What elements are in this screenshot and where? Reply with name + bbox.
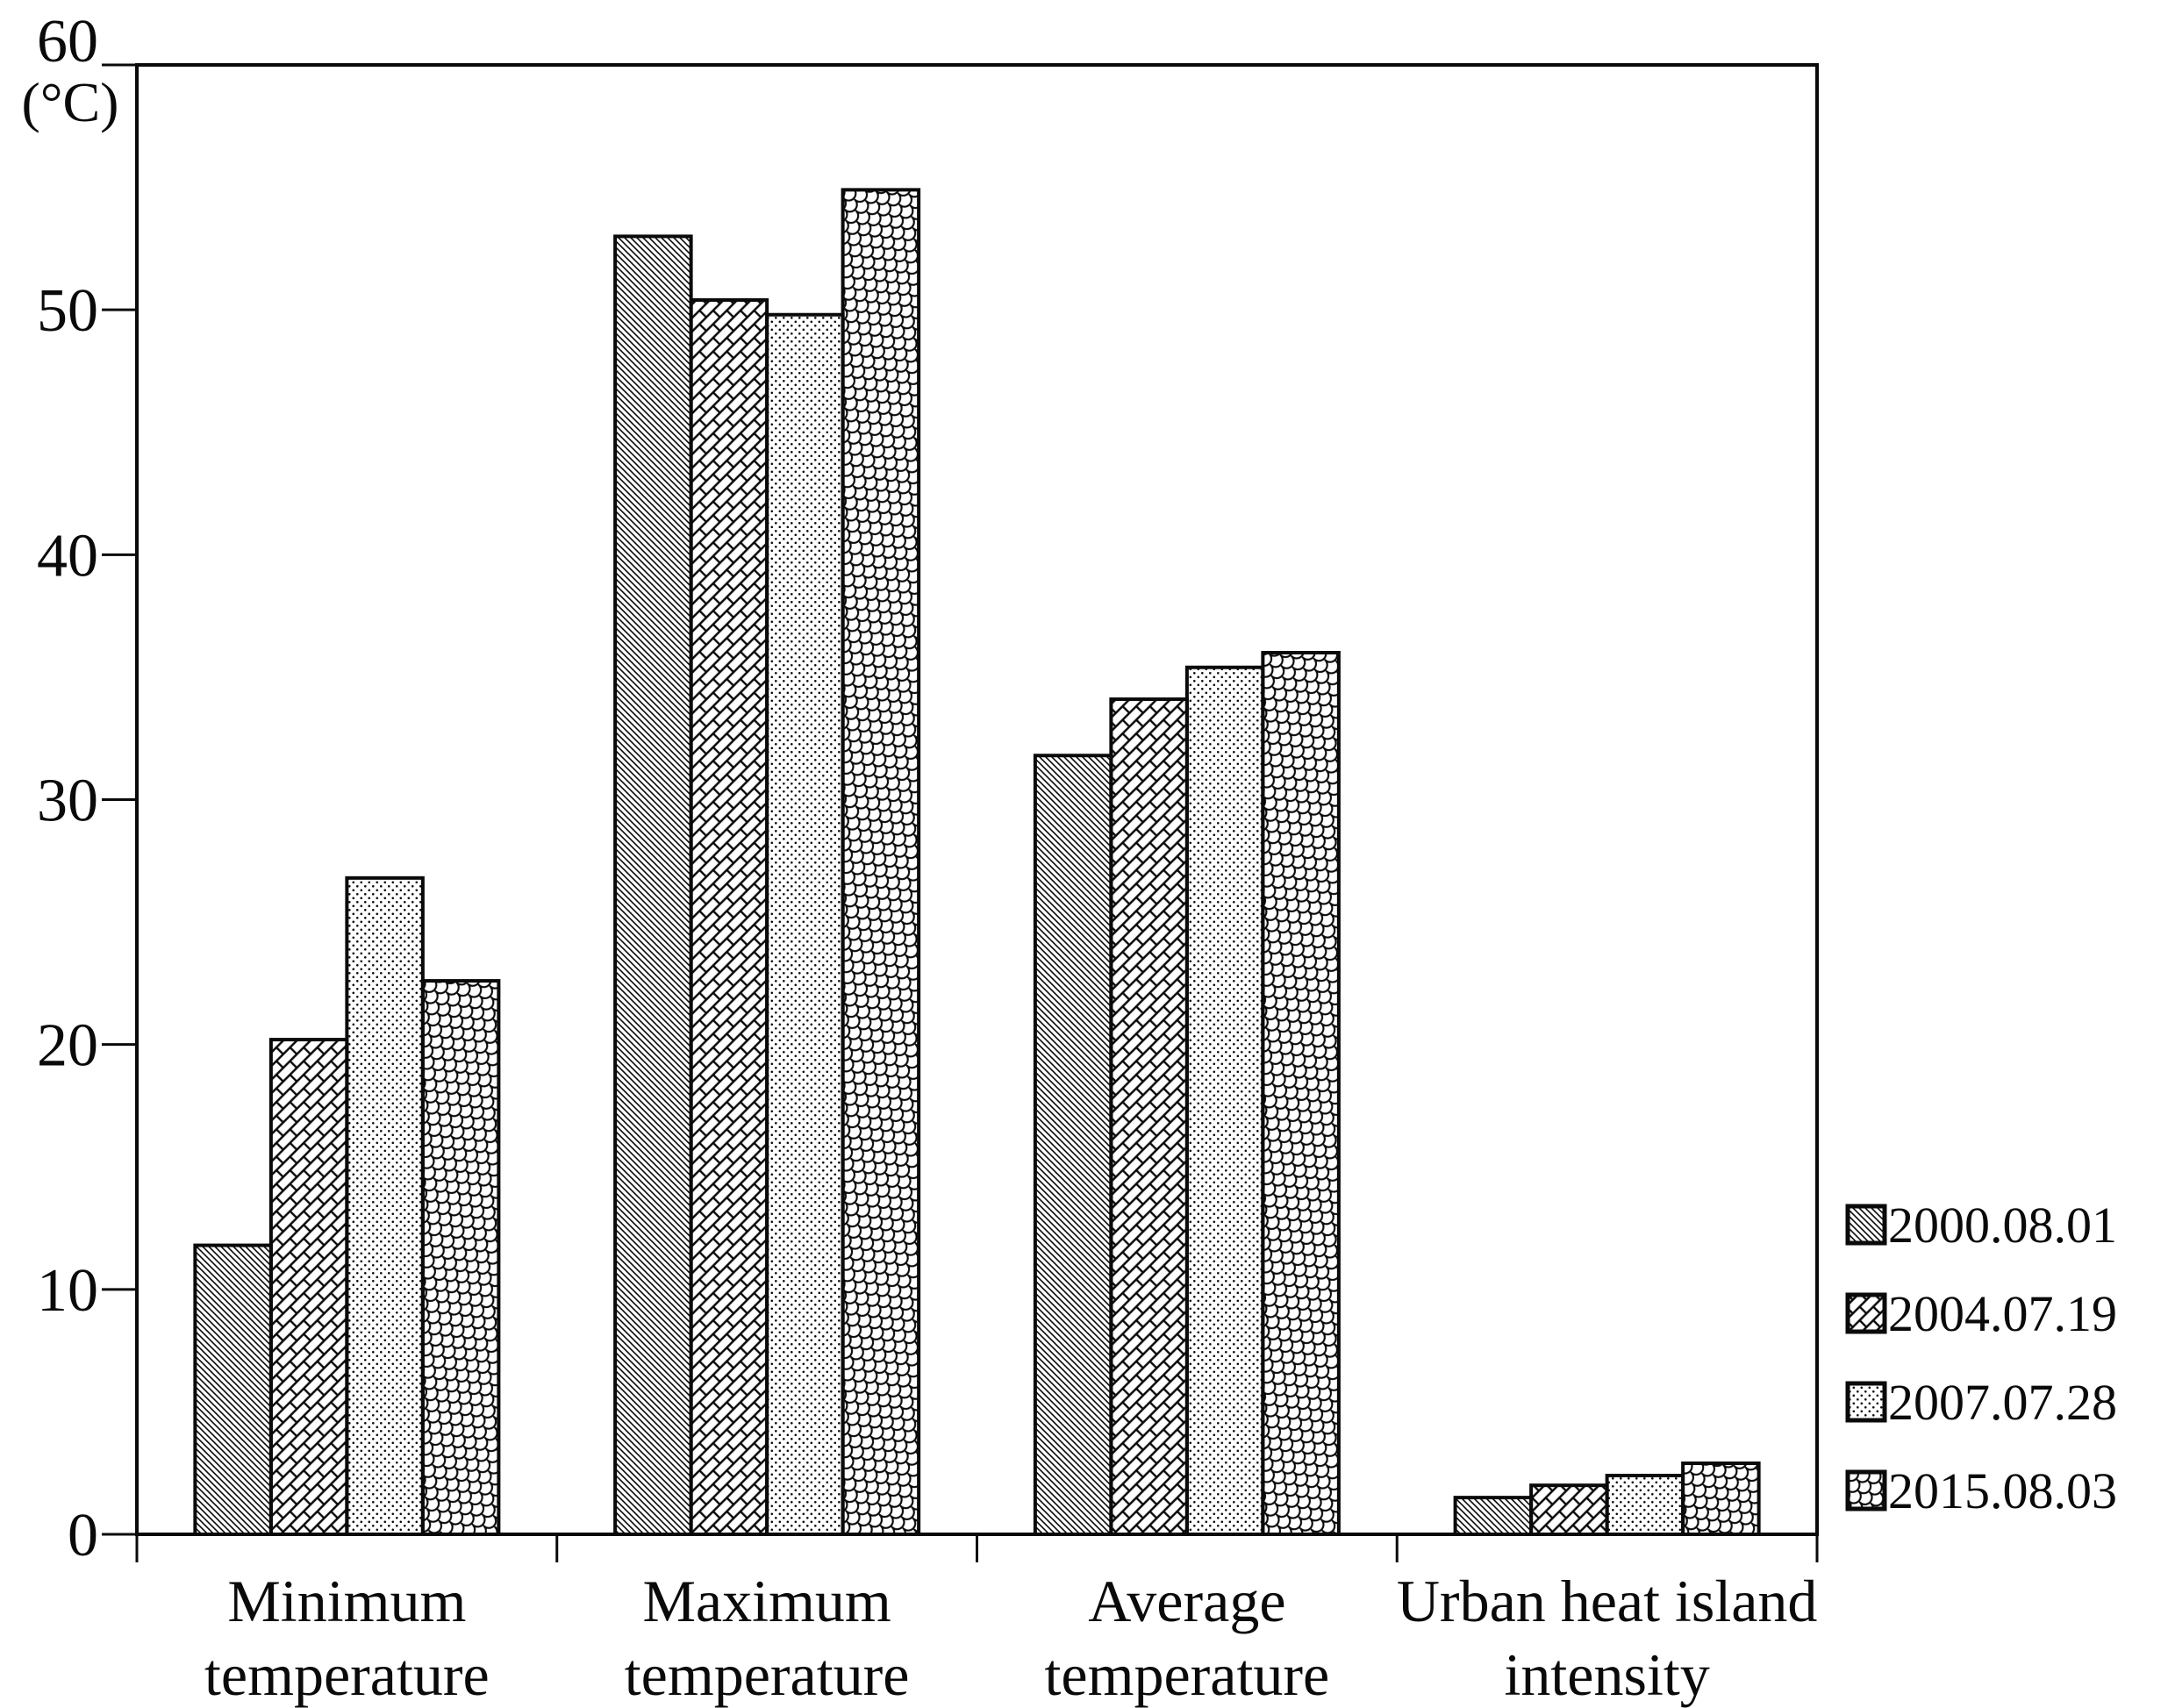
category-labels: Minimum temperature Maximum temperature Aver… [204,1568,1817,1708]
y-axis-tick-label: 50 [37,277,98,345]
y-axis-tick-label: 10 [37,1257,98,1325]
legend-item-2000.08.01: 2000.08.01 [1845,1197,2117,1254]
x-axis [135,1534,1819,1562]
y-axis-unit-label: (°C) [22,71,119,133]
legend-swatch-diagonal-brick [1845,1292,1887,1334]
bar-2004.07.19-minimum-temperature [268,1038,349,1537]
category-label-urban-heat-island-intensity: Urban heat island intensity [1397,1568,1818,1708]
category-label-average-temperature: Average temperature [1045,1568,1330,1708]
legend-item-2004.07.19: 2004.07.19 [1845,1285,2117,1342]
y-axis-tick-label: 40 [37,522,98,590]
bar-2007.07.28-minimum-temperature [345,875,425,1536]
bar-2015.08.03-maximum-temperature [841,188,921,1536]
bar-2004.07.19-average-temperature [1109,697,1189,1536]
bar-2000.08.01-urban-heat-island-intensity [1453,1496,1534,1536]
legend-item-2015.08.03: 2015.08.03 [1845,1462,2117,1519]
legend-swatch-diagonal-lines [1845,1204,1887,1246]
bar-2015.08.03-urban-heat-island-intensity [1681,1461,1761,1536]
category-label-maximum-temperature: Maximum temperature [625,1568,910,1708]
legend-label: 2007.07.28 [1888,1374,2117,1431]
y-axis: 0 10 20 30 40 50 60(°C) [22,8,137,1569]
legend-swatch-shingle [1845,1469,1887,1511]
bar-2000.08.01-minimum-temperature [193,1243,273,1537]
y-axis-tick-label: 20 [37,1012,98,1080]
bar-2004.07.19-urban-heat-island-intensity [1529,1483,1609,1536]
y-axis-tick-label: 60 [37,8,98,75]
bar-2004.07.19-maximum-temperature [689,298,769,1536]
bar-2007.07.28-maximum-temperature [765,312,845,1536]
bar-2015.08.03-average-temperature [1261,651,1341,1536]
bar-2000.08.01-average-temperature [1033,754,1113,1536]
bar-2000.08.01-maximum-temperature [613,234,693,1537]
bar-2007.07.28-average-temperature [1184,665,1265,1536]
legend-label: 2015.08.03 [1888,1462,2117,1519]
legend-label: 2000.08.01 [1888,1197,2117,1254]
bar-2015.08.03-minimum-temperature [420,979,501,1537]
y-axis-tick-label: 30 [37,768,98,835]
legend-swatch-dot-grid [1845,1381,1887,1423]
legend: 2000.08.01 2004.07.19 2007.07.28 2015.08.03 [1845,1197,2117,1519]
legend-label: 2004.07.19 [1888,1285,2117,1342]
bars-layer [193,188,1761,1537]
legend-item-2007.07.28: 2007.07.28 [1845,1374,2117,1431]
bar-2007.07.28-urban-heat-island-intensity [1605,1474,1685,1536]
category-label-minimum-temperature: Minimum temperature [204,1568,490,1708]
y-axis-tick-label: 0 [68,1502,98,1569]
